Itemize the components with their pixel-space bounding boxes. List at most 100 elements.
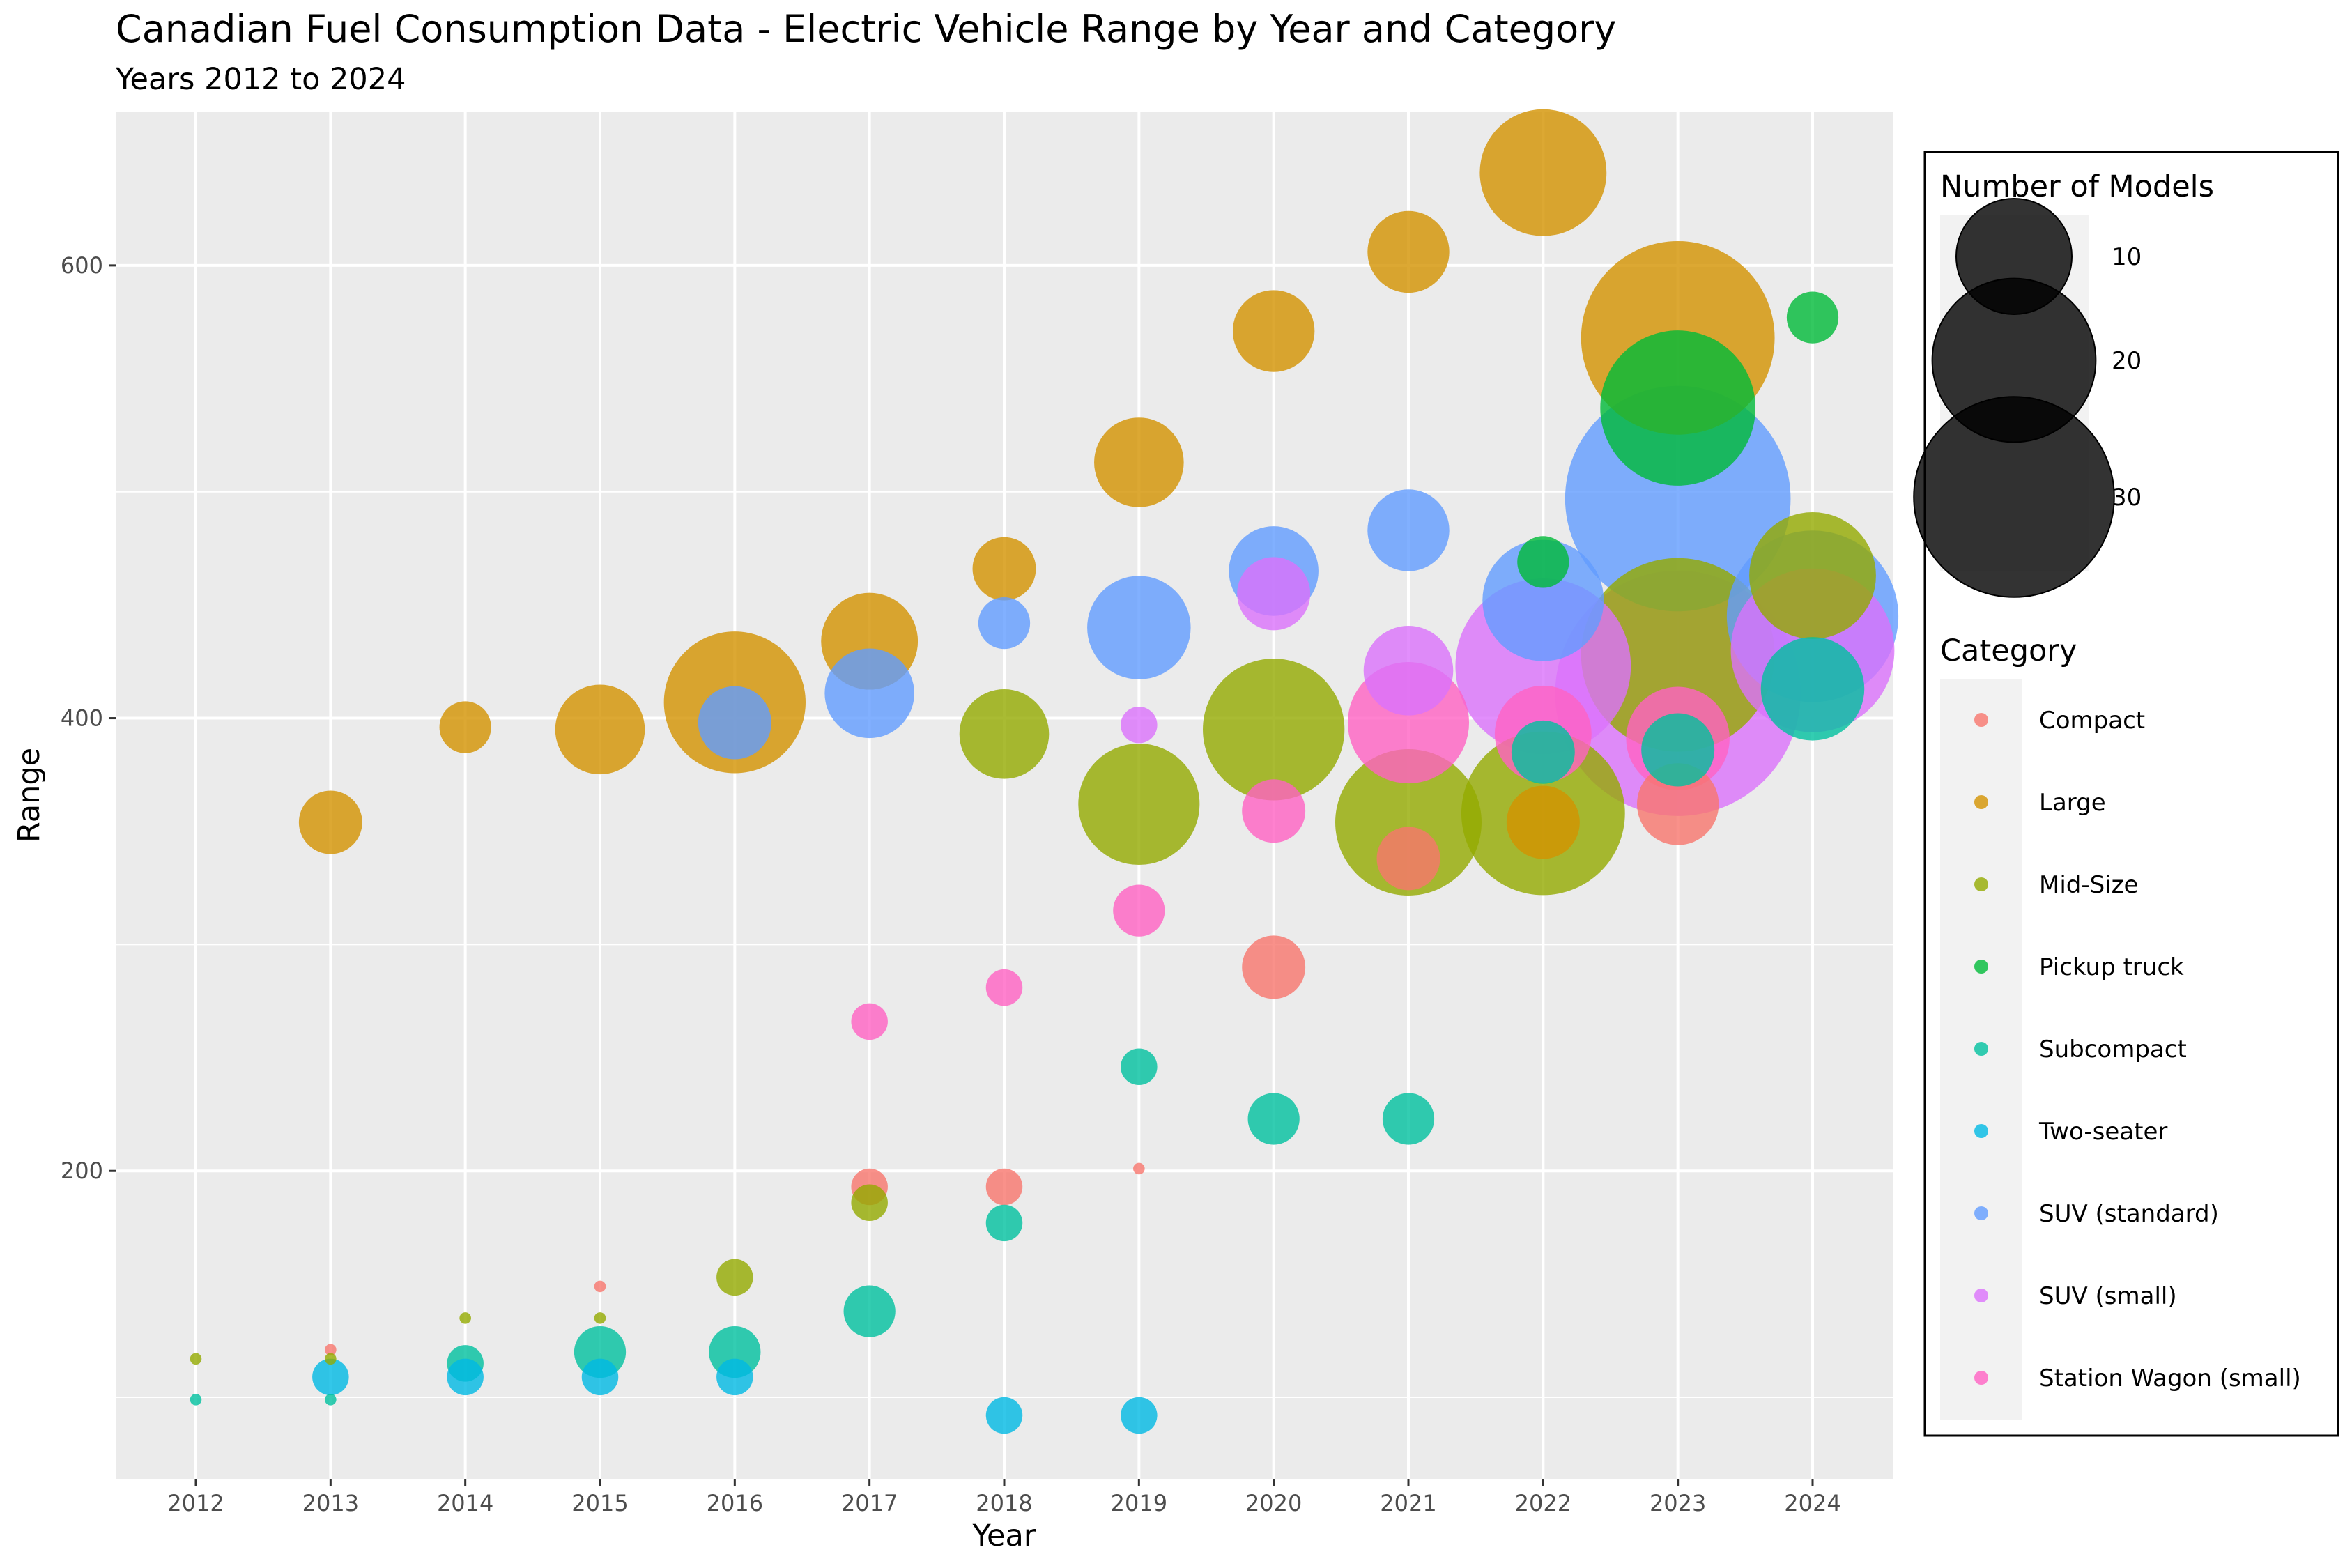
data-point (555, 684, 645, 775)
data-point (985, 1397, 1023, 1434)
data-point (594, 1312, 606, 1324)
data-point (1376, 827, 1440, 891)
data-point (843, 1285, 896, 1337)
data-point (459, 1312, 471, 1324)
data-point (698, 686, 771, 760)
data-point (190, 1394, 202, 1406)
data-point (978, 597, 1031, 650)
data-point (439, 701, 491, 753)
data-point (190, 1353, 202, 1365)
color-legend-key (1974, 1124, 1988, 1138)
data-point (581, 1358, 619, 1396)
data-point (1133, 1162, 1145, 1175)
x-tick-label: 2016 (707, 1490, 763, 1516)
size-legend-label: 30 (2112, 484, 2142, 512)
data-point (1636, 763, 1719, 845)
x-tick-label: 2018 (976, 1490, 1032, 1516)
x-tick-label: 2014 (437, 1490, 493, 1516)
x-tick-label: 2022 (1515, 1490, 1571, 1516)
data-point (851, 1184, 888, 1221)
data-point (1087, 576, 1191, 679)
data-point (1482, 539, 1604, 661)
data-point (985, 1204, 1023, 1242)
data-point (1335, 748, 1482, 896)
color-legend-key (1974, 713, 1988, 727)
chart-title: Canadian Fuel Consumption Data - Electri… (116, 7, 1616, 51)
data-point (1479, 109, 1607, 236)
size-legend-label: 10 (2112, 243, 2142, 271)
data-point (1232, 290, 1315, 372)
data-point (325, 1344, 337, 1356)
data-point (1121, 1397, 1158, 1434)
y-tick-label: 200 (61, 1158, 103, 1184)
color-legend-label: SUV (standard) (2039, 1200, 2219, 1228)
color-legend-label: Subcompact (2039, 1036, 2187, 1063)
color-legend-label: Mid-Size (2039, 871, 2138, 899)
color-legend-label: SUV (small) (2039, 1282, 2177, 1310)
x-tick-label: 2017 (841, 1490, 898, 1516)
x-axis-title: Year (971, 1519, 1036, 1553)
y-axis-title: Range (12, 748, 47, 843)
data-point (1094, 417, 1184, 507)
data-point (325, 1353, 337, 1365)
color-legend-label: Station Wagon (small) (2039, 1365, 2301, 1392)
color-legend-key (1974, 1371, 1988, 1385)
data-point (972, 537, 1036, 601)
color-legend-key (1974, 1042, 1988, 1056)
color-legend-key (1974, 1289, 1988, 1302)
data-point (1121, 1048, 1158, 1086)
data-point (447, 1358, 484, 1396)
data-point (1600, 330, 1756, 486)
data-point (1242, 779, 1306, 843)
data-point (594, 1280, 606, 1293)
data-point (1382, 1093, 1435, 1145)
data-point (985, 1168, 1023, 1206)
data-point (1242, 935, 1306, 999)
data-point (1363, 626, 1454, 716)
x-tick-label: 2013 (302, 1490, 359, 1516)
x-axis-ticks: 2012 2013 2014 2015 2016 2017 2018 2019 2020 2021… (167, 1479, 1841, 1516)
color-legend: Compact Large Mid-Size Pickup truck Subcompa… (1974, 707, 2301, 1392)
data-points (190, 109, 1899, 1434)
x-tick-label: 2020 (1245, 1490, 1302, 1516)
data-point (1641, 713, 1715, 787)
size-legend: 10 20 30 (1913, 198, 2142, 598)
data-point (1749, 512, 1876, 639)
data-point (1367, 210, 1450, 293)
data-point (851, 1003, 888, 1040)
y-axis-ticks: 200 400 600 (61, 252, 116, 1184)
y-tick-label: 600 (61, 252, 103, 279)
x-tick-label: 2015 (571, 1490, 628, 1516)
data-point (1786, 291, 1839, 344)
data-point (1511, 720, 1575, 784)
color-legend-key (1974, 877, 1988, 891)
color-legend-label: Compact (2039, 707, 2145, 735)
data-point (1203, 659, 1345, 801)
y-tick-label: 400 (61, 705, 103, 732)
size-legend-key (1913, 396, 2115, 598)
data-point (1581, 558, 1775, 752)
data-point (1078, 743, 1200, 866)
data-point (298, 790, 362, 854)
size-legend-label: 20 (2112, 347, 2142, 375)
size-legend-title: Number of Models (1940, 169, 2214, 204)
data-point (1247, 1093, 1300, 1145)
color-legend-key (1974, 960, 1988, 974)
data-point (716, 1358, 753, 1396)
chart-subtitle: Years 2012 to 2024 (115, 62, 406, 97)
color-legend-label: Large (2039, 789, 2106, 817)
data-point (824, 648, 914, 739)
data-point (1760, 637, 1865, 741)
color-legend-label: Pickup truck (2039, 953, 2184, 981)
x-tick-label: 2023 (1650, 1490, 1706, 1516)
data-point (1517, 536, 1569, 588)
x-tick-label: 2024 (1784, 1490, 1840, 1516)
data-point (1367, 489, 1450, 571)
data-point (1121, 707, 1158, 744)
data-point (325, 1394, 337, 1406)
color-legend-key (1974, 795, 1988, 809)
data-point (985, 969, 1023, 1006)
color-legend-title: Category (1940, 633, 2077, 668)
data-point (1506, 785, 1580, 859)
